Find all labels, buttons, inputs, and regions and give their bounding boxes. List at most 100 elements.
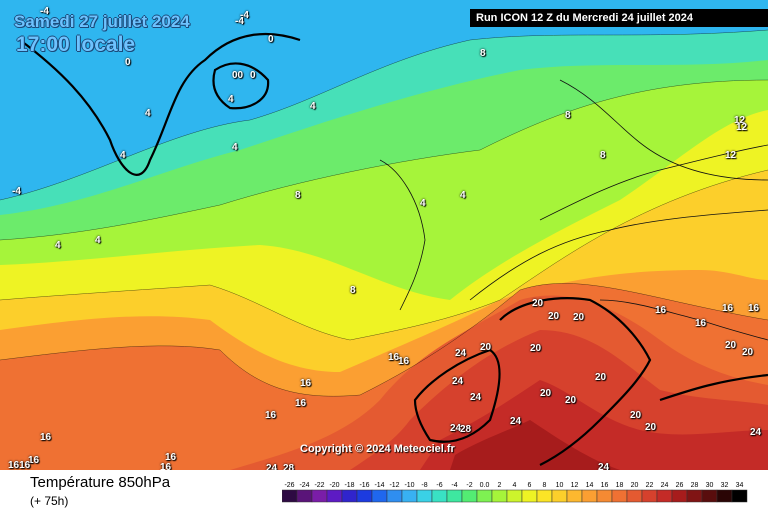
isotherm-label: 20 xyxy=(530,343,542,354)
isotherm-label: 20 xyxy=(532,298,544,309)
isotherm-label: 24 xyxy=(455,348,467,359)
legend-tick-label: -2 xyxy=(466,482,472,489)
legend-swatch xyxy=(701,489,718,503)
isotherm-label: -4 xyxy=(12,186,21,197)
isotherm-label: 12 xyxy=(736,122,748,133)
legend-swatch xyxy=(371,489,388,503)
isotherm-label: 20 xyxy=(540,388,552,399)
isotherm-label: 12 xyxy=(725,150,737,161)
isotherm-label: 8 xyxy=(600,150,606,161)
legend-swatch xyxy=(386,489,403,503)
isotherm-label: 8 xyxy=(480,48,486,59)
legend-swatch xyxy=(611,489,628,503)
legend-swatch xyxy=(626,489,643,503)
isotherm-label: 16 xyxy=(722,303,734,314)
legend-tick-label: -24 xyxy=(299,482,309,489)
isotherm-label: 4 xyxy=(232,142,238,153)
legend-swatch xyxy=(282,489,298,503)
legend-swatch xyxy=(521,489,538,503)
isotherm-label: 0 xyxy=(268,34,274,45)
legend-tick-label: -4 xyxy=(451,482,457,489)
legend-swatch xyxy=(446,489,463,503)
legend-swatch xyxy=(326,489,343,503)
legend-swatch xyxy=(671,489,688,503)
legend-swatch xyxy=(536,489,553,503)
legend-swatch xyxy=(581,489,598,503)
legend-tick-label: 30 xyxy=(706,482,714,489)
isotherm-label: 16 xyxy=(160,462,172,470)
isotherm-label: 8 xyxy=(295,190,301,201)
isotherm-label: 24 xyxy=(598,462,610,470)
legend-tick-label: 8 xyxy=(543,482,547,489)
map-canvas xyxy=(0,0,768,470)
legend-tick-label: -12 xyxy=(389,482,399,489)
legend-swatch xyxy=(641,489,658,503)
isotherm-label: 20 xyxy=(573,312,585,323)
legend-tick-label: -6 xyxy=(436,482,442,489)
isotherm-label: 8 xyxy=(350,285,356,296)
legend-swatch xyxy=(656,489,673,503)
legend-swatch xyxy=(356,489,373,503)
isotherm-label: 20 xyxy=(565,395,577,406)
legend-tick-label: 0.0 xyxy=(480,482,490,489)
isotherm-label: 4 xyxy=(228,94,234,105)
isotherm-label: 16 xyxy=(165,452,177,463)
valid-date: Samedi 27 juillet 2024 xyxy=(14,12,190,31)
legend-tick-label: -20 xyxy=(329,482,339,489)
legend-swatch xyxy=(341,489,358,503)
isotherm-label: 24 xyxy=(266,463,278,470)
temperature-map: -4 -4 -4 0 0 00 0 4 4 4 4 8 8 8 8 8 4 4 4 4 4 -4 12 12 12 16 16 16 1… xyxy=(0,0,768,470)
legend-tick-label: -22 xyxy=(314,482,324,489)
isotherm-label: 28 xyxy=(283,463,295,470)
isotherm-label: 24 xyxy=(452,376,464,387)
legend-swatch xyxy=(551,489,568,503)
lead-time: (+ 75h) xyxy=(30,494,69,508)
coastlines xyxy=(19,32,768,466)
legend-tick-label: 16 xyxy=(601,482,609,489)
parameter-title: Température 850hPa xyxy=(30,474,171,491)
legend-tick-label: 20 xyxy=(631,482,639,489)
isotherm-label: 12 xyxy=(734,115,746,126)
legend-swatch xyxy=(686,489,703,503)
isotherm-label: 8 xyxy=(565,110,571,121)
isotherm-label: 4 xyxy=(145,108,151,119)
legend-swatch xyxy=(311,489,328,503)
isotherm-label: 16 xyxy=(695,318,707,329)
isotherm-label: 4 xyxy=(420,198,426,209)
isotherm-label: 16 xyxy=(265,410,277,421)
isotherm-label: 20 xyxy=(742,347,754,358)
isotherm-label: 20 xyxy=(595,372,607,383)
legend-swatch xyxy=(596,489,613,503)
isotherm-label: 4 xyxy=(95,235,101,246)
isotherm-label: 24 xyxy=(470,392,482,403)
legend-tick-label: 4 xyxy=(513,482,517,489)
legend-tick-label: -8 xyxy=(421,482,427,489)
isotherm-label: 16 xyxy=(398,356,410,367)
legend-tick-label: -18 xyxy=(344,482,354,489)
legend-tick-label: -26 xyxy=(284,482,294,489)
band-28 xyxy=(450,420,620,470)
isotherm-label: 00 xyxy=(232,70,244,81)
legend-tick-label: 22 xyxy=(646,482,654,489)
legend-tick-label: 2 xyxy=(498,482,502,489)
legend-tick-label: -10 xyxy=(404,482,414,489)
legend-tick-label: 6 xyxy=(528,482,532,489)
isotherm-label: 24 xyxy=(750,427,762,438)
isotherm-label: -4 xyxy=(240,10,249,21)
legend-tick-label: 18 xyxy=(616,482,624,489)
isotherm-label: 16 xyxy=(388,352,400,363)
isotherm-label: 20 xyxy=(725,340,737,351)
footer: Température 850hPa (+ 75h) -26 -24 -22 -20-… xyxy=(0,470,768,512)
valid-time: 17:00 locale xyxy=(16,33,136,56)
legend-tick-label: 32 xyxy=(721,482,729,489)
legend-swatch xyxy=(431,489,448,503)
isotherm-label: 0 xyxy=(250,70,256,81)
isotherm-label: 4 xyxy=(460,190,466,201)
legend-swatch xyxy=(401,489,418,503)
legend-tick-label: 10 xyxy=(556,482,564,489)
isotherm-label: 16 xyxy=(28,455,40,466)
isotherm-label: 16 xyxy=(40,432,52,443)
legend-swatch xyxy=(476,489,493,503)
legend-swatch xyxy=(296,489,313,503)
legend-swatch xyxy=(416,489,433,503)
